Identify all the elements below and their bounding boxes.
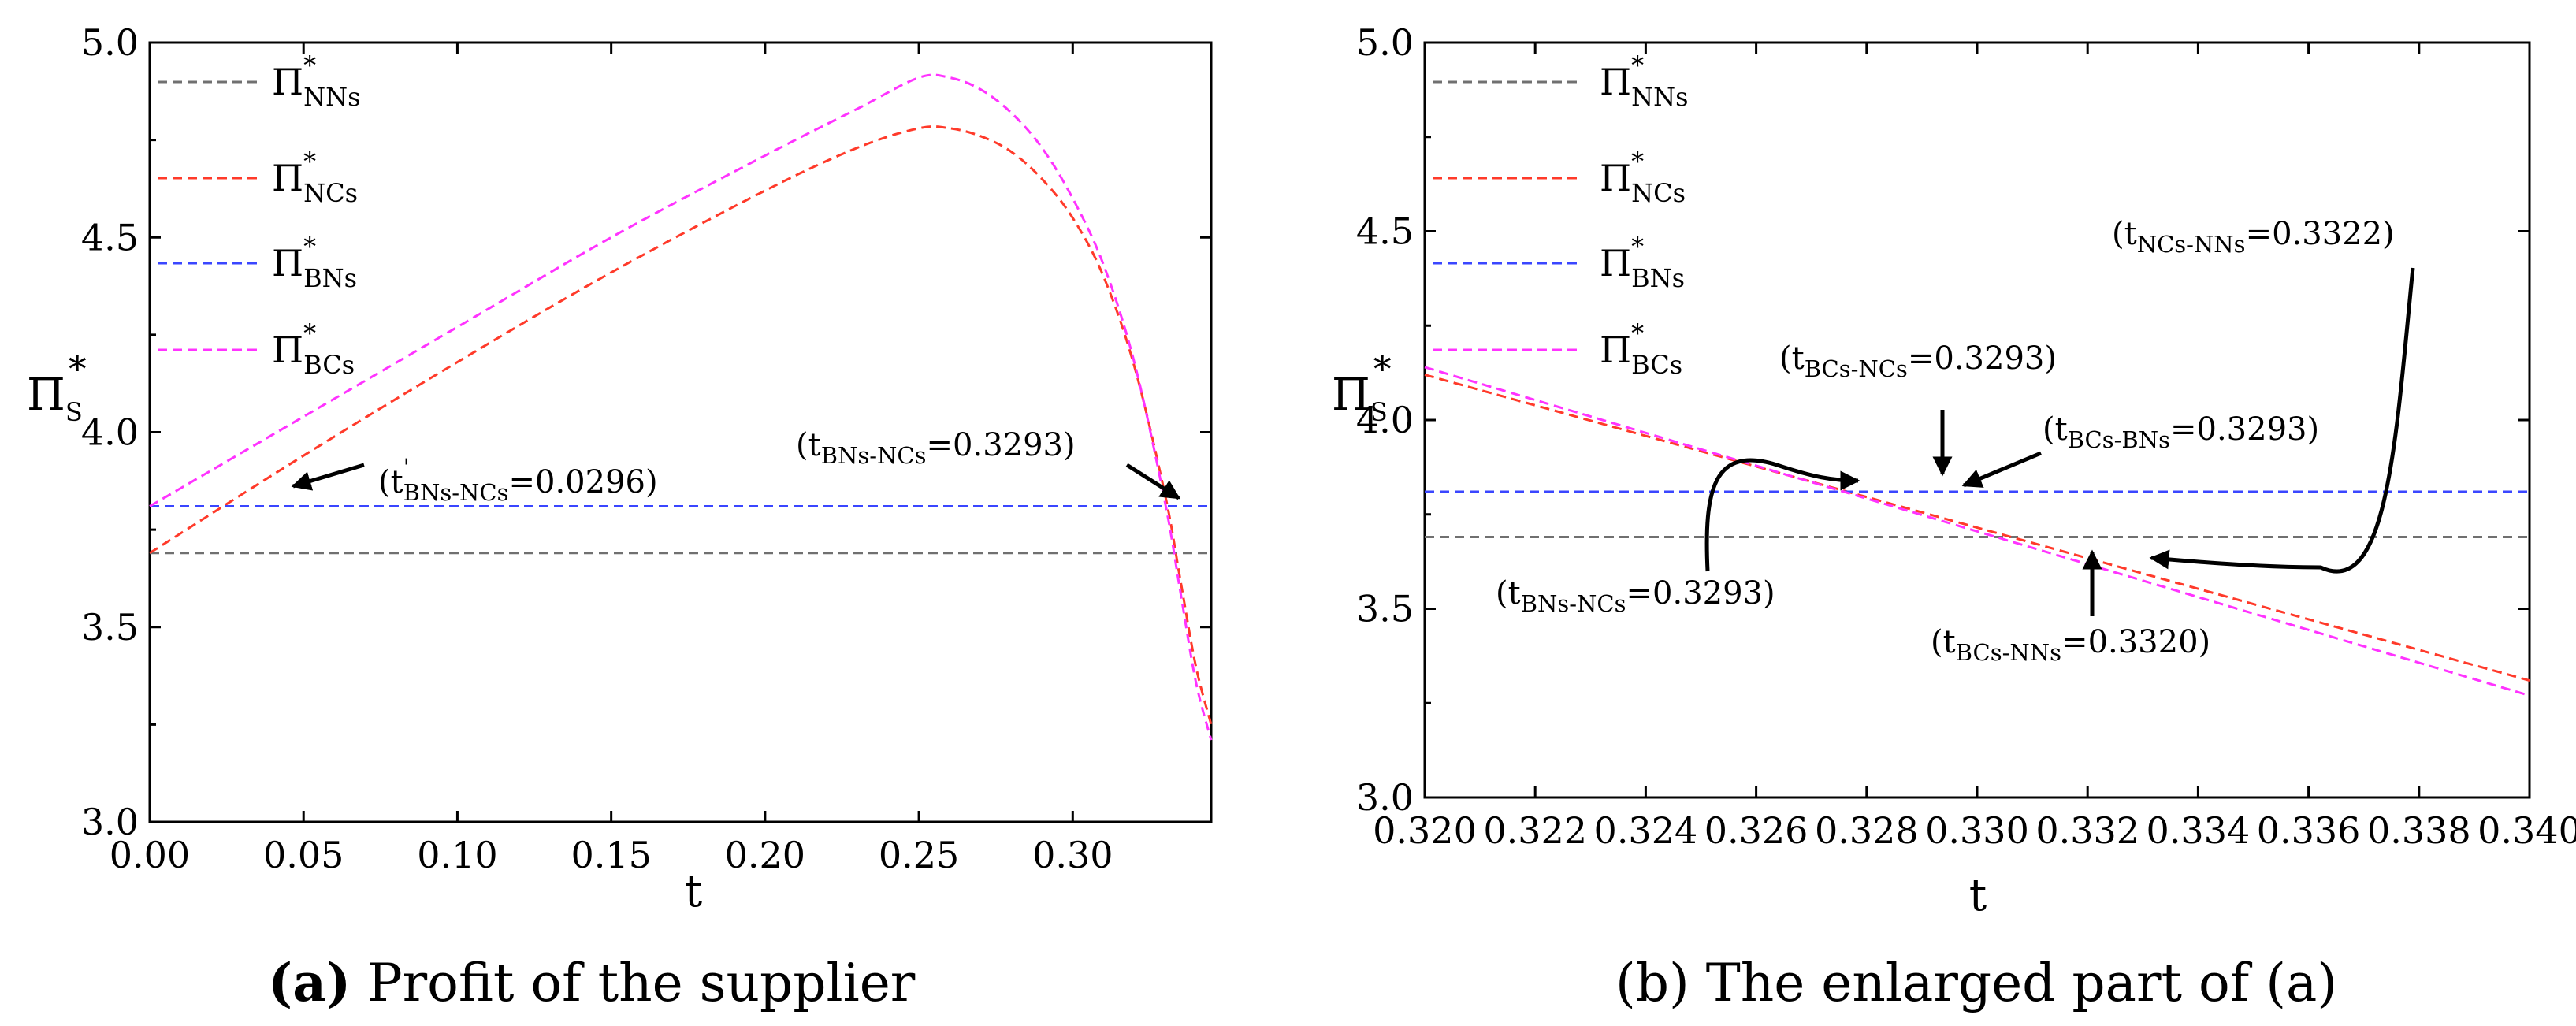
panel-a-xtick-label: 0.05 bbox=[263, 834, 344, 876]
panel-a-ytick-label: 4.5 bbox=[81, 216, 139, 258]
panel-b-xtick-label: 0.338 bbox=[2367, 809, 2471, 852]
panel-a-xtick-label: 0.25 bbox=[879, 834, 959, 876]
panel-b-ytick-label: 3.5 bbox=[1356, 588, 1414, 630]
panel-b-xtick-label: 0.324 bbox=[1594, 809, 1698, 852]
panel-b-legend: Π* NNs Π* NCs Π* BNs Π* BCs bbox=[1433, 50, 1689, 380]
panel-b-series-line-ncs bbox=[1424, 374, 2530, 682]
panel-b-annotation-bcs-ncs: (tBCs-NCs=0.3293) bbox=[1779, 340, 2057, 382]
panel-b-annotation-bns-ncs: (tBNs-NCs=0.3293) bbox=[1496, 575, 1775, 617]
panel-b-xtick-label: 0.336 bbox=[2257, 809, 2361, 852]
panel-b-annotation-ncs-nns: (tNCs-NNs=0.3322) bbox=[2112, 216, 2395, 258]
panel-b-arrow-bcs-bns bbox=[1961, 451, 2042, 488]
panel-b-x-axis-label: t bbox=[1969, 870, 1987, 921]
panel-b-series-line-bcs bbox=[1424, 366, 2530, 697]
panel-a-xtick-label: 0.30 bbox=[1032, 834, 1113, 876]
panel-b-xtick-label: 0.330 bbox=[1925, 809, 2029, 852]
legend-b-label-bns: Π* BNs bbox=[1600, 232, 1685, 293]
panel-a-ytick-label: 4.0 bbox=[81, 411, 139, 454]
panel-a-legend: Π* NNs Π* NCs Π* BNs Π* BCs bbox=[158, 50, 361, 380]
panel-b-ytick-label: 4.0 bbox=[1356, 399, 1414, 441]
panel-a-caption: (a) Profit of the supplier bbox=[268, 952, 916, 1013]
legend-b-label-nns: Π* NNs bbox=[1600, 50, 1689, 112]
panel-b-ticks: 3.0 3.5 4.0 4.5 5.0 0.320 0.322 0.324 0.326 0.328… bbox=[1356, 21, 2576, 852]
panel-a-xtick-label: 0.10 bbox=[417, 834, 497, 876]
legend-a-label-ncs: Π* NCs bbox=[272, 147, 358, 208]
panel-b-annotation-bcs-bns: (tBCs-BNs=0.3293) bbox=[2043, 411, 2319, 453]
panel-b-series bbox=[1424, 366, 2530, 697]
panel-a-ytick-label: 3.5 bbox=[81, 606, 139, 649]
legend-b-label-bcs: Π* BCs bbox=[1600, 318, 1682, 380]
panel-b-xtick-label: 0.332 bbox=[2035, 809, 2139, 852]
panel-b-chart: 3.0 3.5 4.0 4.5 5.0 0.320 0.322 0.324 0.326 0.328… bbox=[1332, 21, 2576, 1013]
panel-b-arrow-bns-ncs bbox=[1704, 458, 1860, 572]
panel-a-annotation-1: (t' BNs-NCs=0.0296) bbox=[378, 454, 658, 506]
panel-b-ytick-label: 4.5 bbox=[1356, 210, 1414, 253]
legend-a-label-bcs: Π* BCs bbox=[272, 318, 355, 380]
panel-a-series-line-ncs bbox=[149, 125, 1213, 725]
panel-b-y-axis-label: ΠS* bbox=[1332, 348, 1392, 427]
panel-a-xtick-label: 0.00 bbox=[110, 834, 190, 876]
panel-b-xtick-label: 0.320 bbox=[1373, 809, 1477, 852]
panel-a-x-axis-label: t bbox=[685, 866, 703, 917]
panel-a-y-axis-label: ΠS* bbox=[27, 348, 87, 427]
panel-b-xtick-label: 0.340 bbox=[2477, 809, 2576, 852]
panel-b-xtick-label: 0.322 bbox=[1483, 809, 1587, 852]
panel-a-xtick-label: 0.20 bbox=[725, 834, 805, 876]
panel-a-chart: 3.0 3.5 4.0 4.5 5.0 0.00 0.05 0.10 0.15 0.20 0.25 0… bbox=[27, 21, 1213, 1013]
panel-b-xtick-label: 0.334 bbox=[2147, 809, 2251, 852]
panel-b-ytick-label: 3.0 bbox=[1356, 776, 1414, 819]
panel-a-arrow-1 bbox=[291, 463, 365, 491]
panel-a-series-line-bcs bbox=[149, 73, 1213, 741]
legend-a-label-bns: Π* BNs bbox=[272, 232, 357, 293]
panel-b-caption: (b) The enlarged part of (a) bbox=[1615, 953, 2337, 1013]
legend-b-label-ncs: Π* NCs bbox=[1600, 147, 1686, 208]
panel-a-annotation-2: (tBNs-NCs=0.3293) bbox=[796, 427, 1076, 469]
panel-b-xtick-label: 0.328 bbox=[1815, 809, 1919, 852]
panel-a-xtick-label: 0.15 bbox=[571, 834, 651, 876]
panel-a-ticks: 3.0 3.5 4.0 4.5 5.0 0.00 0.05 0.10 0.15 0.20 0.25 0… bbox=[81, 21, 1211, 876]
panel-a-ytick-label: 5.0 bbox=[81, 21, 139, 64]
panel-a-series bbox=[149, 73, 1213, 741]
panel-a-ytick-label: 3.0 bbox=[81, 801, 139, 843]
panel-b-arrow-ncs-nns bbox=[2149, 267, 2415, 574]
panel-b-ytick-label: 5.0 bbox=[1356, 21, 1414, 64]
panel-b-annotation-bcs-nns: (tBCs-NNs=0.3320) bbox=[1931, 624, 2210, 666]
panel-b-xtick-label: 0.326 bbox=[1704, 809, 1808, 852]
panel-a-arrow-2 bbox=[1125, 463, 1181, 500]
legend-a-label-nns: Π* NNs bbox=[272, 50, 361, 112]
